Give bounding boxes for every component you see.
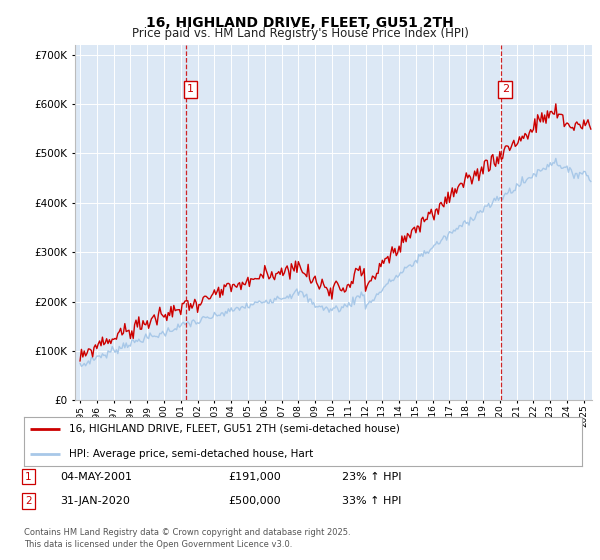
Text: 33% ↑ HPI: 33% ↑ HPI <box>342 496 401 506</box>
Text: 04-MAY-2001: 04-MAY-2001 <box>60 472 132 482</box>
Text: 23% ↑ HPI: 23% ↑ HPI <box>342 472 401 482</box>
Text: 2: 2 <box>502 84 509 94</box>
Text: 31-JAN-2020: 31-JAN-2020 <box>60 496 130 506</box>
Text: HPI: Average price, semi-detached house, Hart: HPI: Average price, semi-detached house,… <box>68 449 313 459</box>
Text: 1: 1 <box>187 84 194 94</box>
Text: Contains HM Land Registry data © Crown copyright and database right 2025.
This d: Contains HM Land Registry data © Crown c… <box>24 528 350 549</box>
Text: 1: 1 <box>25 472 32 482</box>
Text: Price paid vs. HM Land Registry's House Price Index (HPI): Price paid vs. HM Land Registry's House … <box>131 27 469 40</box>
Text: £191,000: £191,000 <box>228 472 281 482</box>
Text: 16, HIGHLAND DRIVE, FLEET, GU51 2TH: 16, HIGHLAND DRIVE, FLEET, GU51 2TH <box>146 16 454 30</box>
Text: 2: 2 <box>25 496 32 506</box>
Text: £500,000: £500,000 <box>228 496 281 506</box>
Text: 16, HIGHLAND DRIVE, FLEET, GU51 2TH (semi-detached house): 16, HIGHLAND DRIVE, FLEET, GU51 2TH (sem… <box>68 424 400 434</box>
